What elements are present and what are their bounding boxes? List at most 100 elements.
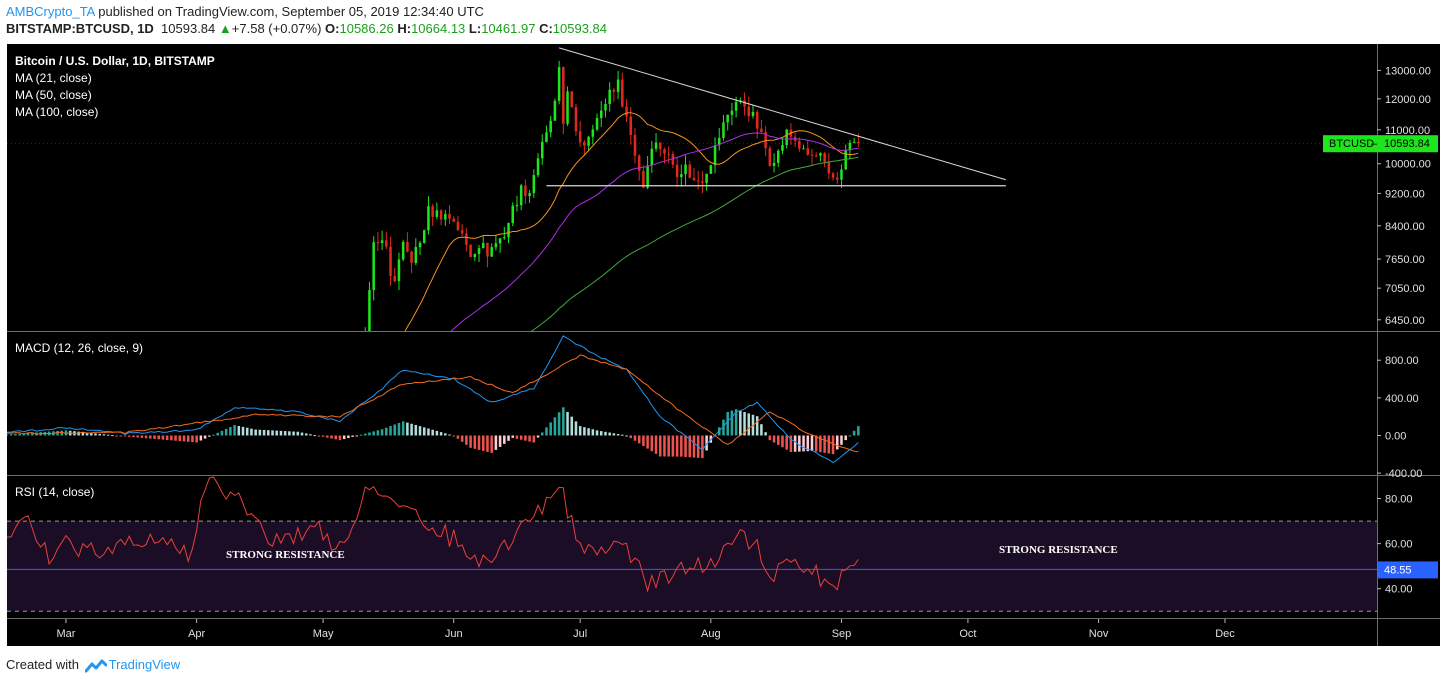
candle-up [503, 237, 506, 239]
macd-hist-up [363, 433, 367, 436]
macd-hist-up [625, 435, 628, 437]
candle-down [663, 149, 666, 154]
macd-hist-up [583, 427, 586, 436]
time-tick-label: Sep [832, 628, 852, 640]
macd-hist-down [456, 435, 460, 439]
candle-down [625, 106, 628, 117]
macd-hist-down [528, 435, 531, 442]
candle-down [376, 242, 380, 244]
candle-down [452, 218, 456, 222]
candle-down [629, 116, 633, 136]
macd-hist-down [823, 435, 826, 453]
macd-hist-down [452, 435, 456, 437]
macd-hist-down [460, 435, 464, 442]
candle-up [473, 253, 477, 258]
candle-up [713, 145, 717, 166]
author-link[interactable]: AMBCrypto_TA [6, 4, 95, 19]
macd-hist-down [191, 435, 194, 443]
candle-up [372, 242, 375, 291]
macd-hist-down [776, 435, 780, 445]
candle-down [583, 142, 586, 146]
macd-hist-down [208, 435, 211, 437]
legend-ma100: MA (100, close) [15, 105, 98, 119]
price-tick-label: 9200.00 [1385, 188, 1425, 200]
candle-up [498, 238, 502, 244]
price-tick-label: 7650.00 [1385, 254, 1425, 266]
candle-down [823, 153, 826, 163]
footer: Created with TradingView [6, 657, 180, 673]
rsi-band [7, 521, 1377, 612]
candle-up [418, 242, 422, 248]
rsi-line [6, 476, 859, 593]
macd-hist-up [309, 434, 312, 436]
macd-hist-up [380, 429, 384, 436]
macd-hist-down [342, 435, 346, 440]
candle-up [802, 148, 805, 150]
macd-hist-up [220, 430, 224, 436]
macd-hist-up [562, 407, 565, 436]
close-value: 10593.84 [552, 21, 608, 36]
up-arrow-icon: ▲ [218, 21, 232, 36]
macd-hist-down [633, 435, 637, 441]
candle-up [604, 103, 607, 111]
tradingview-link[interactable]: TradingView [108, 657, 181, 672]
macd-hist-up [448, 434, 451, 436]
candle-down [456, 221, 460, 231]
time-tick-label: Jul [573, 628, 587, 640]
candle-up [717, 137, 721, 146]
macd-hist-up [9, 434, 13, 436]
macd-hist-up [431, 429, 434, 436]
time-tick-label: Mar [57, 628, 76, 640]
candle-up [654, 142, 658, 149]
macd-hist-up [852, 430, 856, 436]
macd-hist-down [326, 435, 329, 438]
macd-hist-up [98, 433, 101, 436]
candle-up [444, 214, 447, 220]
macd-hist-up [747, 413, 751, 436]
candle-up [680, 174, 683, 178]
candle-down [460, 230, 464, 234]
candle-up [540, 141, 544, 159]
macd-hist-down [650, 435, 654, 452]
legend-ma21: MA (21, close) [15, 71, 92, 85]
candle-down [465, 233, 468, 245]
macd-hist-down [503, 435, 506, 444]
macd-hist-up [734, 409, 738, 436]
candle-up [545, 132, 548, 142]
candle-up [587, 136, 590, 146]
macd-hist-up [111, 435, 114, 437]
candle-down [857, 141, 860, 144]
tradingview-logo-icon [84, 659, 107, 673]
candle-down [633, 135, 637, 156]
candle-up [557, 67, 561, 101]
high-label: H: [397, 21, 412, 36]
macd-hist-up [359, 434, 363, 436]
macd-hist-down [507, 435, 510, 441]
price-tick-label: 11000.00 [1385, 125, 1430, 137]
macd-hist-up [26, 433, 30, 436]
candle-up [608, 89, 611, 104]
candle-down [570, 91, 574, 108]
candle-down [831, 173, 835, 178]
macd-hist-up [587, 428, 590, 436]
candle-down [806, 148, 810, 155]
candle-down [696, 180, 700, 182]
macd-hist-up [313, 435, 316, 437]
candle-up [616, 79, 620, 92]
macd-line [7, 335, 859, 464]
low-value: 10461.97 [481, 21, 536, 36]
macd-hist-down [515, 435, 519, 439]
macd-hist-up [14, 433, 17, 436]
candle-up [599, 110, 603, 119]
rsi-tick-label: 60.00 [1385, 539, 1413, 551]
macd-hist-up [212, 434, 215, 436]
macd-hist-up [549, 422, 552, 436]
macd-hist-up [258, 429, 262, 436]
candle-down [692, 177, 696, 181]
macd-hist-up [90, 432, 93, 436]
macd-hist-down [157, 435, 160, 440]
candle-up [848, 142, 852, 151]
rsi-badge-value: 48.55 [1384, 564, 1412, 576]
ma21-line [404, 112, 859, 331]
